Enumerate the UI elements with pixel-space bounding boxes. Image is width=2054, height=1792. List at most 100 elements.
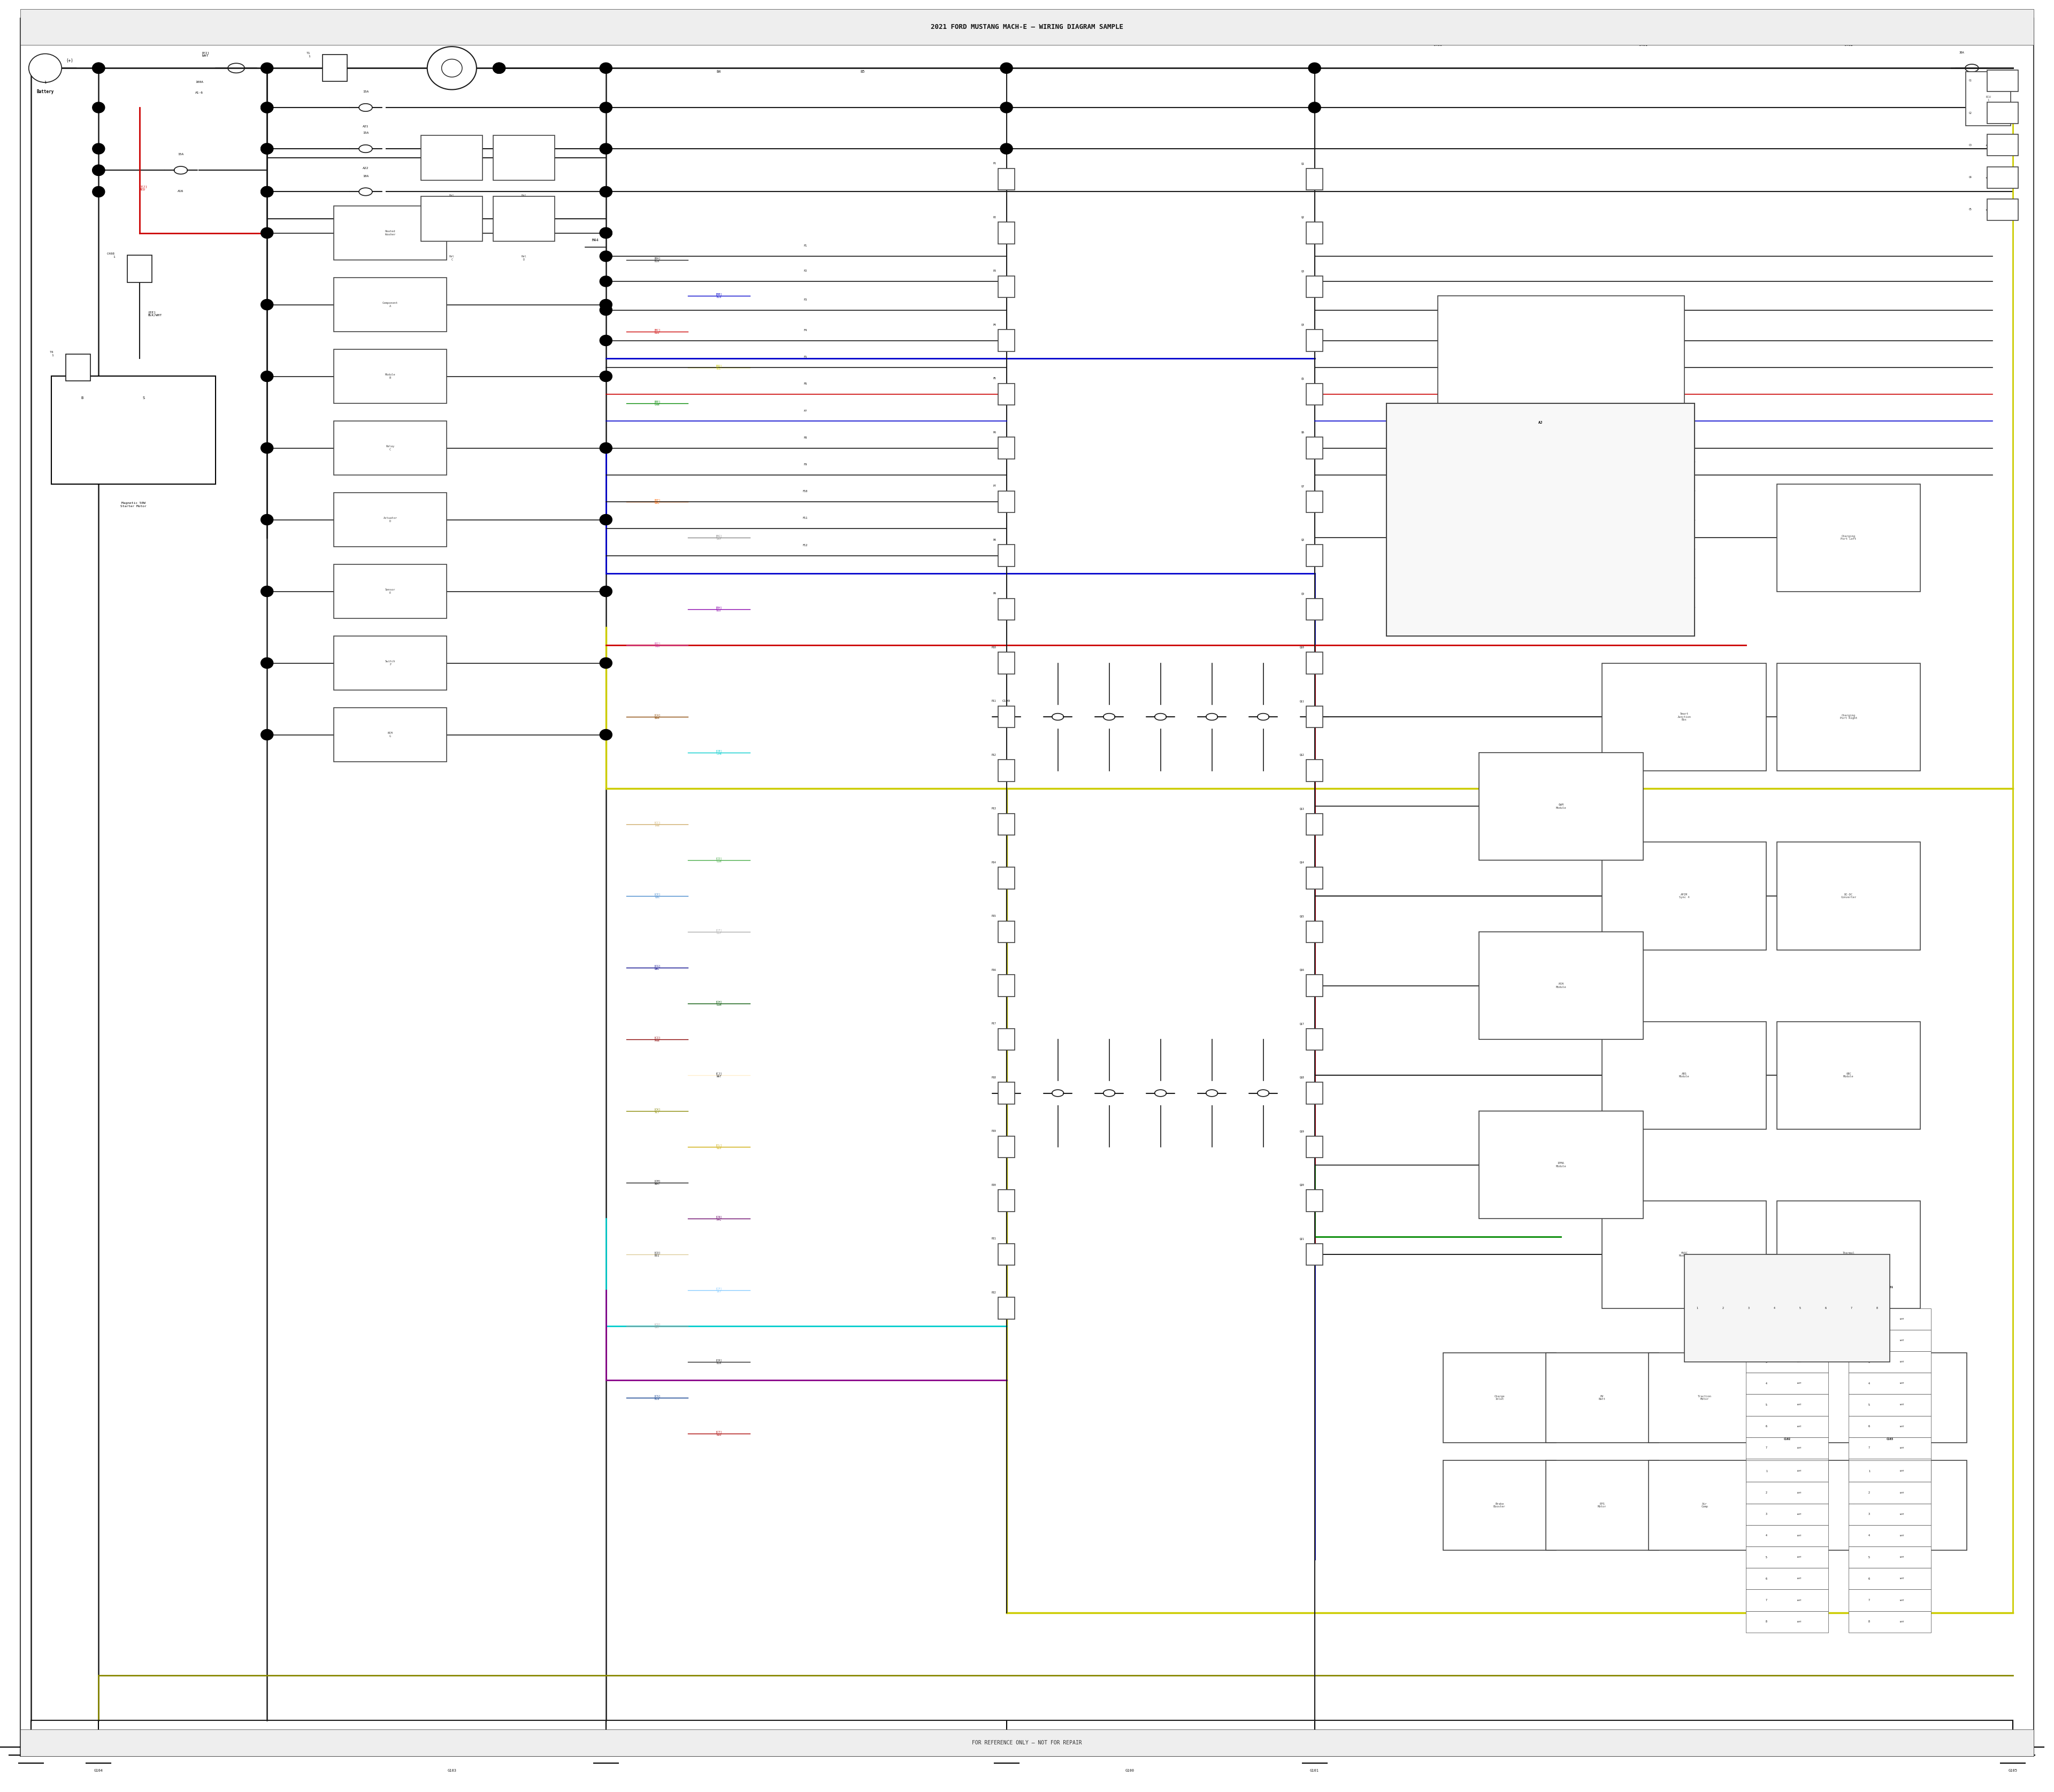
Text: [CO]
BEI: [CO] BEI	[653, 1251, 661, 1258]
Text: C4: C4	[1970, 176, 1972, 179]
Bar	[998, 1029, 1015, 1050]
Text: WHT: WHT	[1797, 1598, 1801, 1602]
Circle shape	[427, 47, 477, 90]
Bar	[1306, 867, 1323, 889]
Text: WHT: WHT	[1797, 1339, 1801, 1342]
Text: [CT]
RED: [CT] RED	[715, 1430, 723, 1437]
Bar	[1849, 1590, 1931, 1611]
Text: Module
B: Module B	[384, 373, 396, 380]
Bar	[1306, 599, 1323, 620]
Text: P15: P15	[992, 916, 996, 918]
Circle shape	[600, 443, 612, 453]
Text: 30A: 30A	[1960, 52, 1964, 54]
Bar	[1777, 663, 1920, 771]
Bar	[1306, 1029, 1323, 1050]
Text: Q14: Q14	[1300, 862, 1304, 864]
Text: T1
1: T1 1	[306, 52, 310, 57]
Bar	[1746, 1611, 1828, 1633]
Bar	[1849, 1330, 1931, 1351]
Bar	[1746, 1308, 1828, 1330]
Circle shape	[261, 186, 273, 197]
Text: P20: P20	[992, 1185, 996, 1186]
Text: T4
1: T4 1	[49, 351, 53, 357]
Text: WHT: WHT	[1900, 1469, 1904, 1473]
Text: Actuator
D: Actuator D	[384, 516, 396, 523]
Bar	[1746, 1546, 1828, 1568]
Text: F6: F6	[803, 383, 807, 385]
Text: F12: F12	[803, 545, 807, 547]
Text: [CS]
BLU: [CS] BLU	[653, 1394, 661, 1401]
Text: Brake
Booster: Brake Booster	[1493, 1502, 1506, 1509]
Text: P7: P7	[994, 486, 996, 487]
Text: Inverter: Inverter	[1801, 1396, 1814, 1400]
Text: A21: A21	[364, 125, 368, 127]
Circle shape	[493, 63, 505, 73]
Circle shape	[1000, 102, 1013, 113]
Text: HV
Batt: HV Batt	[1598, 1394, 1606, 1401]
Text: WHT: WHT	[1900, 1317, 1904, 1321]
Bar	[1746, 1460, 1828, 1482]
Text: G105: G105	[2009, 1769, 2017, 1772]
Bar	[998, 921, 1015, 943]
Text: BECM
Battery Energy
Control Module: BECM Battery Energy Control Module	[1549, 426, 1573, 434]
Text: Rel
B: Rel B	[522, 194, 526, 201]
Bar	[1849, 1416, 1931, 1437]
Text: A22: A22	[364, 167, 368, 168]
Bar	[1988, 102, 2017, 124]
Circle shape	[1308, 102, 1321, 113]
Circle shape	[261, 102, 273, 113]
Text: P18: P18	[992, 1077, 996, 1079]
Text: Heated
Washer: Heated Washer	[384, 229, 396, 237]
Bar	[1746, 1503, 1828, 1525]
Bar	[1849, 1611, 1931, 1633]
Text: [CR]
BLK: [CR] BLK	[715, 1358, 723, 1366]
Text: C100: C100	[1783, 1287, 1791, 1288]
Bar	[1849, 1394, 1931, 1416]
Text: P11: P11	[992, 701, 996, 702]
Text: [CF]
LGY: [CF] LGY	[715, 928, 723, 935]
Text: Charge
Inlet: Charge Inlet	[1493, 1394, 1506, 1401]
Circle shape	[600, 729, 612, 740]
Text: P2: P2	[994, 217, 996, 219]
Bar	[1849, 1546, 1931, 1568]
Circle shape	[600, 228, 612, 238]
Text: P12: P12	[992, 754, 996, 756]
Text: 15A: 15A	[179, 154, 183, 156]
Text: WHT: WHT	[1900, 1620, 1904, 1624]
Text: 1: 1	[43, 81, 47, 84]
Bar	[1442, 1353, 1557, 1443]
Bar	[333, 493, 448, 547]
Text: WHT: WHT	[1900, 1598, 1904, 1602]
Bar	[998, 222, 1015, 244]
Text: [CG]
DBL: [CG] DBL	[653, 964, 661, 971]
Bar	[998, 437, 1015, 459]
Text: C5: C5	[1970, 208, 1972, 211]
Text: P1: P1	[994, 163, 996, 165]
Text: WHT: WHT	[1900, 1360, 1904, 1364]
Bar	[1306, 330, 1323, 351]
Text: F2: F2	[803, 271, 807, 272]
Text: [CC]
TAN: [CC] TAN	[653, 821, 661, 828]
Circle shape	[600, 514, 612, 525]
Text: 10A: 10A	[364, 176, 368, 177]
Text: Rel
C: Rel C	[450, 254, 454, 262]
Bar	[1777, 842, 1920, 950]
Bar	[998, 706, 1015, 728]
Bar	[1746, 1525, 1828, 1546]
Text: [CH]
DGN: [CH] DGN	[715, 1000, 723, 1007]
Text: [CN]
PPL: [CN] PPL	[715, 1215, 723, 1222]
Text: EPAS
Ctrl: EPAS Ctrl	[1803, 1502, 1812, 1509]
Bar	[998, 1136, 1015, 1158]
Bar	[998, 975, 1015, 996]
Text: G101: G101	[1310, 1769, 1319, 1772]
Bar	[1306, 760, 1323, 781]
Text: Rel
D: Rel D	[522, 254, 526, 262]
Text: [CM]
WHT: [CM] WHT	[653, 1179, 661, 1186]
Text: [EI]
WHT: [EI] WHT	[201, 52, 210, 57]
Text: [EE]
BLK/WHT: [EE] BLK/WHT	[148, 310, 162, 317]
Bar	[1849, 1308, 1931, 1330]
Text: ABS
Module: ABS Module	[1678, 1072, 1690, 1079]
Bar	[1746, 1590, 1828, 1611]
Text: Battery: Battery	[37, 90, 53, 95]
Text: B5: B5	[861, 70, 865, 73]
